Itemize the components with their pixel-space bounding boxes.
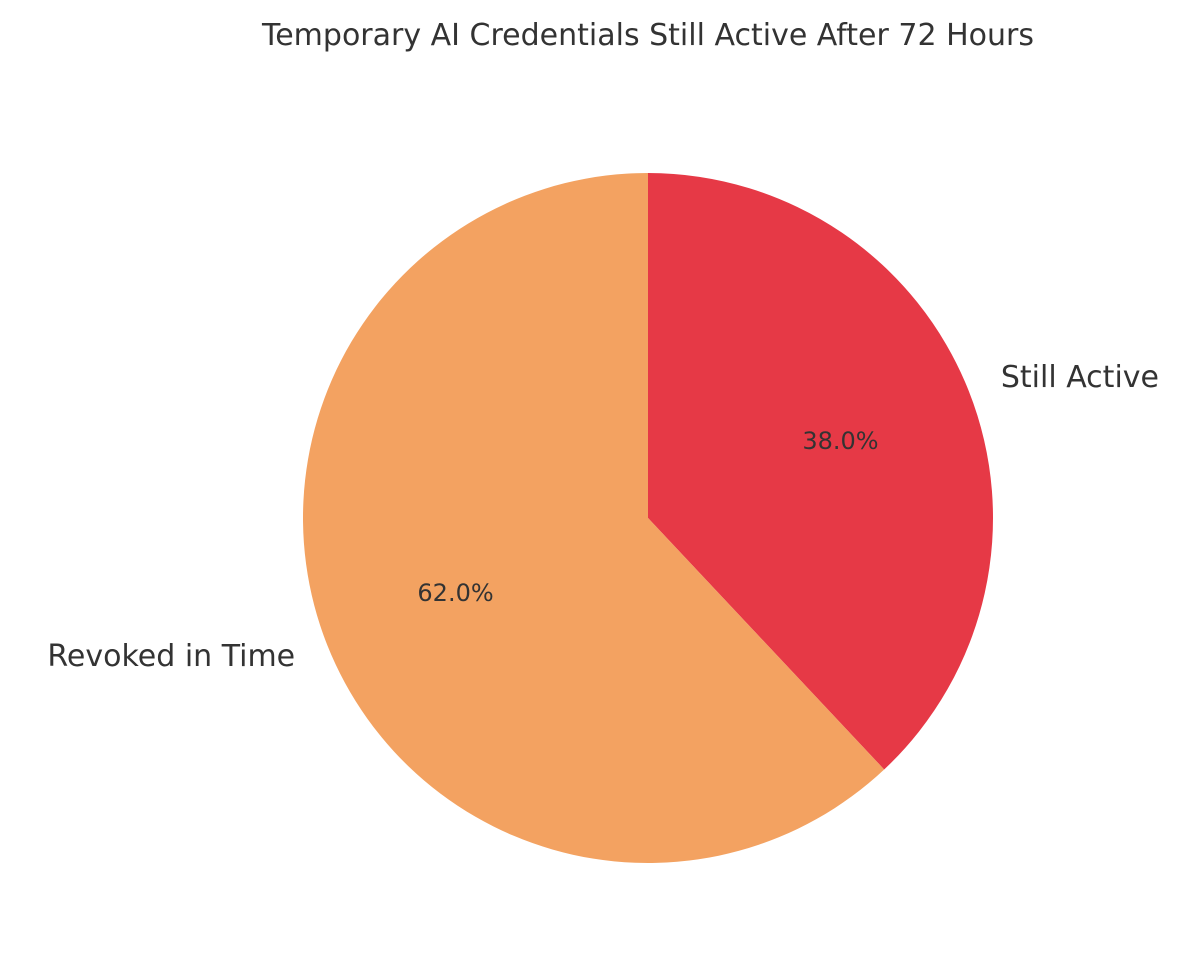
pie-slice-revoked-in-time [303, 173, 885, 864]
pie-slices [303, 173, 994, 864]
chart-title: Temporary AI Credentials Still Active Af… [261, 18, 1034, 53]
pie-percent-label: 62.0% [417, 579, 493, 607]
pie-percent-label: 38.0% [802, 427, 878, 455]
pie-slice-still-active [648, 173, 994, 770]
pie-category-label: Revoked in Time [47, 639, 295, 674]
pie-category-label: Still Active [1001, 360, 1159, 395]
pie-labels: 38.0% Still Active 62.0% Revoked in Time [47, 360, 1159, 674]
